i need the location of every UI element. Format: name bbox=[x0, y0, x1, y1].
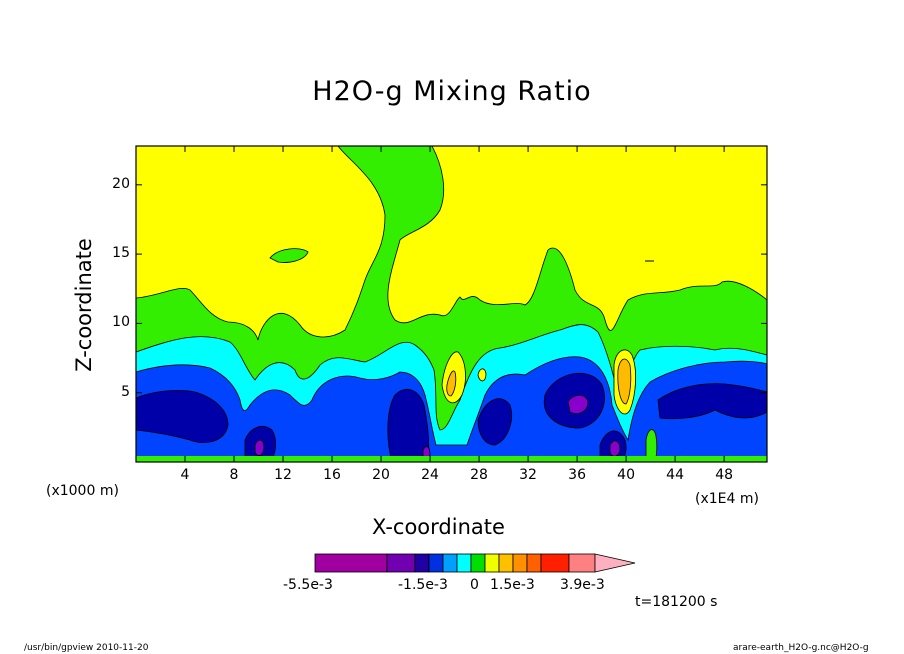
contour-orange-40 bbox=[617, 358, 632, 405]
contour-navy-mid bbox=[387, 388, 430, 462]
contour-orange-25 bbox=[446, 370, 457, 397]
x-tick-label: 48 bbox=[715, 467, 734, 483]
x-tick-label: 20 bbox=[372, 467, 390, 483]
colorbar-swatch bbox=[314, 553, 388, 573]
colorbar-swatch bbox=[484, 553, 500, 573]
colorbar-swatch bbox=[498, 553, 514, 573]
footer-left: /usr/bin/gpview 2010-11-20 bbox=[24, 643, 149, 653]
colorbar bbox=[314, 553, 636, 573]
contour-purple-39 bbox=[609, 440, 621, 457]
footer-right: arare-earth_H2O-g.nc@H2O-g bbox=[733, 643, 869, 653]
colorbar-swatch bbox=[512, 553, 528, 573]
colorbar-swatch bbox=[470, 553, 486, 573]
colorbar-label: -1.5e-3 bbox=[398, 577, 448, 593]
colorbar-extend-triangle bbox=[594, 553, 636, 573]
contour-yellow-28 bbox=[477, 368, 487, 382]
x-tick-label: 32 bbox=[519, 467, 537, 483]
y-tick-label: 15 bbox=[112, 245, 130, 262]
colorbar-label: 1.5e-3 bbox=[490, 577, 535, 593]
colorbar-swatch bbox=[456, 553, 472, 573]
x-unit-note: (x1000 m) bbox=[46, 483, 119, 499]
colorbar-swatch bbox=[442, 553, 458, 573]
x-tick-label: 12 bbox=[274, 467, 292, 483]
y-tick-label: 20 bbox=[112, 175, 130, 192]
colorbar-swatch bbox=[428, 553, 444, 573]
y-axis-label: Z-coordinate bbox=[72, 238, 96, 372]
contour-purple-10 bbox=[254, 439, 265, 456]
colorbar-label: -5.5e-3 bbox=[283, 577, 333, 593]
x-tick-label: 8 bbox=[229, 467, 239, 483]
x-axis-label: X-coordinate bbox=[372, 515, 505, 539]
contour-fills bbox=[136, 146, 767, 462]
colorbar-swatch bbox=[540, 553, 570, 573]
contour-navy-left bbox=[136, 390, 229, 443]
time-label: t=181200 s bbox=[635, 594, 718, 610]
x-scale-note: (x1E4 m) bbox=[695, 491, 759, 507]
colorbar-label: 3.9e-3 bbox=[560, 577, 605, 593]
x-tick-label: 28 bbox=[470, 467, 488, 483]
contour-navy-32 bbox=[477, 398, 512, 446]
x-tick-label: 16 bbox=[323, 467, 341, 483]
plot-frame bbox=[135, 145, 768, 463]
chart-title: H2O-g Mixing Ratio bbox=[312, 76, 592, 107]
contour-bottom-strip bbox=[136, 456, 767, 462]
axis-ticks bbox=[136, 146, 767, 462]
contour-purple-36 bbox=[567, 394, 589, 414]
colorbar-swatch bbox=[386, 553, 416, 573]
colorbar-label: 0 bbox=[470, 577, 479, 593]
colorbar-swatch bbox=[568, 553, 596, 573]
colorbar-swatch bbox=[414, 553, 430, 573]
contour-green-patch bbox=[269, 248, 309, 263]
x-tick-label: 36 bbox=[568, 467, 586, 483]
x-tick-label: 40 bbox=[617, 467, 636, 483]
x-tick-label: 4 bbox=[180, 467, 190, 483]
y-tick-label: 10 bbox=[112, 314, 130, 331]
contour-navy-right bbox=[657, 383, 767, 420]
x-tick-label: 24 bbox=[421, 467, 439, 483]
x-tick-label: 44 bbox=[666, 467, 685, 483]
colorbar-swatch bbox=[526, 553, 542, 573]
y-tick-label: 5 bbox=[121, 383, 130, 400]
